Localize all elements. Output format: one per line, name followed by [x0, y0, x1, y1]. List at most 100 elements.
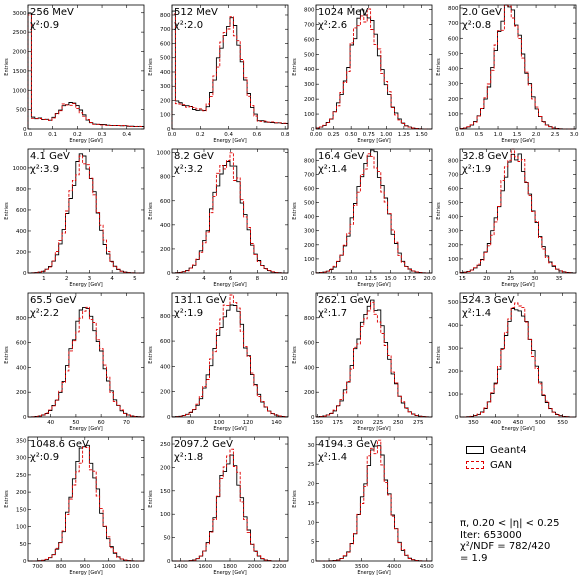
x-tick-label-10-4: 250 [393, 420, 404, 426]
x-tick-label-2-0: 0.00 [310, 132, 323, 138]
gan-histogram-10 [315, 301, 433, 418]
y-tick-label-2-2: 200 [304, 97, 315, 103]
x-axis-label-11: Energy [GeV] [501, 426, 534, 432]
histogram-panel-4: 1 2 3 4 5 0 200 400 600 800 1000 Energy [GeV] Entrie… [4, 148, 145, 288]
x-tick-label-12-0: 700 [32, 564, 43, 570]
panel-title-10: 262.1 GeV [318, 295, 371, 306]
y-tick-label-3-7: 700 [448, 21, 459, 27]
y-axis-label-1: Entries [148, 58, 154, 76]
y-tick-label-9-4: 800 [160, 314, 171, 320]
x-tick-label-12-1: 800 [56, 564, 67, 570]
geant4-histogram-4 [27, 153, 144, 274]
y-tick-label-4-0: 0 [23, 271, 27, 277]
y-tick-label-2-0: 0 [311, 127, 315, 133]
y-tick-label-10-4: 800 [304, 316, 315, 322]
y-tick-label-14-0: 0 [311, 559, 315, 565]
y-tick-label-0-0: 0 [23, 127, 27, 133]
y-tick-label-1-5: 500 [160, 56, 171, 62]
y-axis-label-7: Entries [436, 202, 442, 220]
y-tick-label-1-2: 200 [160, 98, 171, 104]
y-tick-label-7-2: 200 [448, 243, 459, 249]
histogram-panel-5: 2 4 6 8 10 0 200 400 600 800 1000 Energy [GeV] Entri… [148, 148, 289, 288]
histogram-panel-1: 0.0 0.2 0.4 0.6 0.8 0 100 200 300 400 500 600 700 800… [148, 4, 290, 144]
y-tick-label-13-5: 250 [160, 442, 171, 448]
x-tick-label-3-3: 1.5 [513, 132, 522, 138]
y-tick-label-14-3: 15 [308, 501, 315, 507]
x-tick-label-9-1: 100 [214, 420, 225, 426]
y-axis-label-8: Entries [4, 346, 10, 364]
x-axis-label-8: Energy [GeV] [69, 426, 102, 432]
y-tick-label-2-7: 700 [304, 22, 315, 28]
geant4-histogram-2 [315, 9, 432, 130]
y-tick-label-1-3: 300 [160, 84, 171, 90]
y-tick-label-13-2: 100 [160, 512, 171, 518]
panel-chi2-7: χ²:1.9 [462, 164, 491, 175]
x-tick-label-1-4: 0.8 [281, 132, 290, 138]
histogram-panel-2: 0.00 0.25 0.50 0.75 1.00 1.25 1.50 0 100 200 300 40… [292, 4, 433, 144]
x-tick-label-1-1: 0.2 [196, 132, 205, 138]
y-tick-label-6-4: 400 [304, 215, 315, 221]
x-tick-label-6-4: 17.5 [404, 276, 417, 282]
y-tick-label-2-1: 100 [304, 112, 315, 118]
y-tick-label-13-0: 0 [167, 559, 171, 565]
y-tick-label-4-2: 400 [16, 229, 27, 235]
x-axis-label-4: Energy [GeV] [69, 282, 102, 288]
x-tick-label-13-0: 1400 [174, 564, 188, 570]
y-tick-label-9-2: 400 [160, 364, 171, 370]
x-tick-label-5-3: 8 [256, 276, 260, 282]
y-tick-label-2-6: 600 [304, 37, 315, 43]
x-axis-label-13: Energy [GeV] [213, 570, 246, 576]
y-tick-label-8-4: 800 [16, 316, 27, 322]
histogram-panel-0: 0.0 0.1 0.2 0.3 0.4 0 500 1000 1500 2000 2500 3000 E… [4, 4, 145, 144]
x-tick-label-8-3: 70 [123, 420, 130, 426]
x-tick-label-3-6: 3.0 [570, 132, 579, 138]
x-tick-label-12-2: 900 [80, 564, 91, 570]
panel-chi2-1: χ²:2.0 [174, 20, 203, 31]
x-tick-label-5-2: 6 [229, 276, 233, 282]
y-tick-label-2-5: 500 [304, 52, 315, 58]
plot-frame-4 [27, 148, 145, 274]
panel-title-11: 524.3 GeV [462, 295, 515, 306]
y-tick-label-1-0: 0 [167, 127, 171, 133]
panel-chi2-8: χ²:2.2 [30, 308, 59, 319]
y-tick-label-5-5: 1000 [157, 151, 171, 157]
geant4-histogram-9 [171, 304, 289, 418]
y-tick-label-10-2: 400 [304, 365, 315, 371]
panel-title-4: 4.1 GeV [30, 151, 70, 162]
y-tick-label-12-4: 200 [16, 490, 27, 496]
y-tick-label-1-7: 700 [160, 27, 171, 33]
panel-chi2-0: χ²:0.9 [30, 20, 59, 31]
y-tick-label-4-4: 800 [16, 187, 27, 193]
x-tick-label-7-1: 20 [483, 276, 490, 282]
x-tick-label-12-3: 1000 [101, 564, 115, 570]
y-tick-label-1-4: 400 [160, 70, 171, 76]
panel-title-0: 256 MeV [30, 7, 74, 18]
legend: Geant4 GAN [466, 444, 576, 474]
legend-label-gan: GAN [490, 459, 513, 471]
x-tick-label-6-3: 15.0 [384, 276, 397, 282]
summary-chi2-value: = 1.9 [460, 552, 488, 564]
y-tick-label-3-4: 400 [448, 67, 459, 73]
histogram-panel-7: 15 20 25 30 35 0 100 200 300 400 500 600 700 800 Energ… [436, 148, 577, 288]
x-tick-label-7-2: 25 [507, 276, 514, 282]
y-tick-label-6-2: 200 [304, 243, 315, 249]
panel-title-6: 16.4 GeV [318, 151, 364, 162]
panel-chi2-3: χ²:0.8 [462, 20, 491, 31]
y-tick-label-9-3: 600 [160, 339, 171, 345]
histogram-panel-14: 3000 3500 4000 4500 0 5 10 15 20 25 30 Energy [GeV]… [292, 436, 434, 576]
x-tick-label-4-3: 4 [110, 276, 114, 282]
x-axis-label-14: Energy [GeV] [357, 570, 390, 576]
legend-label-geant4: Geant4 [490, 444, 527, 456]
y-tick-label-3-2: 200 [448, 97, 459, 103]
x-axis-label-12: Energy [GeV] [69, 570, 102, 576]
x-tick-label-7-0: 15 [459, 276, 466, 282]
x-tick-label-2-1: 0.25 [327, 132, 340, 138]
x-tick-label-7-4: 35 [556, 276, 563, 282]
y-axis-label-9: Entries [148, 346, 154, 364]
y-tick-label-7-4: 400 [448, 215, 459, 221]
legend-item-geant4: Geant4 [466, 444, 527, 456]
plot-frame-8 [27, 292, 145, 418]
y-tick-label-7-0: 0 [455, 271, 459, 277]
y-tick-label-10-0: 0 [311, 415, 315, 421]
geant4-histogram-11 [460, 308, 576, 418]
